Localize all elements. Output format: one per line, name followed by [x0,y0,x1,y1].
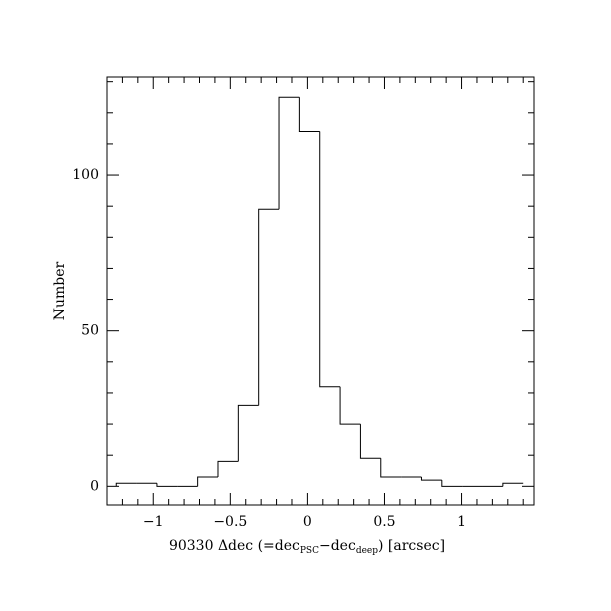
plot-frame [106,76,535,506]
histogram-step [298,97,320,132]
x-tick-label: 0 [303,514,312,530]
x-axis-label: 90330 Δdec (=decPSC−decdeep) [arcsec] [169,538,445,556]
x-label-subscript: PSC [300,546,319,556]
y-axis-label: Number [52,261,68,320]
histogram-step [339,386,361,425]
y-tick-label: 100 [72,167,99,183]
histogram-step [502,482,524,487]
x-label-part: 90330 Δdec (=dec [169,538,300,554]
histogram-step [278,96,300,210]
histogram-step [441,480,463,487]
histogram-step [380,458,402,478]
histogram-step [319,131,341,388]
histogram-step [420,476,442,481]
histogram-step [115,482,137,487]
histogram-step [258,208,280,406]
histogram-step [156,483,178,487]
histogram-step [197,476,218,487]
x-tick-label: 1 [457,514,466,530]
x-tick-label: −1 [143,514,164,530]
y-tick-label: 0 [90,478,99,494]
histogram-step [237,404,259,462]
histogram-step [359,424,381,459]
x-label-subscript: deep [356,546,378,556]
x-tick-label: 0.5 [373,514,395,530]
x-tick-label: −0.5 [213,514,247,530]
x-label-part: −dec [319,538,356,554]
x-label-part: ) [arcsec] [378,538,445,554]
histogram-step [217,460,239,477]
y-tick-label: 50 [81,323,99,339]
